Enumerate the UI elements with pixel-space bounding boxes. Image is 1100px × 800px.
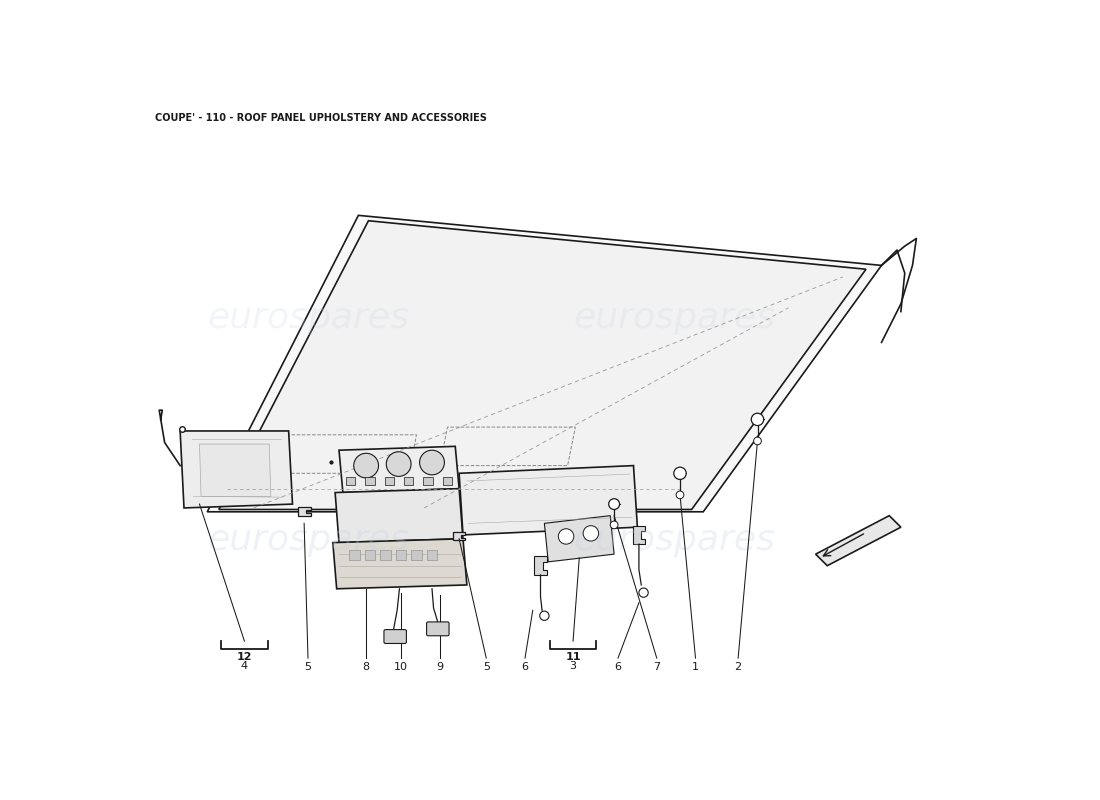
Text: eurospares: eurospares	[573, 522, 776, 557]
Text: 6: 6	[615, 662, 622, 672]
Polygon shape	[453, 533, 465, 541]
Polygon shape	[535, 557, 547, 575]
FancyBboxPatch shape	[427, 622, 449, 636]
Circle shape	[610, 521, 618, 529]
Text: 3: 3	[570, 661, 576, 671]
Text: COUPE' - 110 - ROOF PANEL UPHOLSTERY AND ACCESSORIES: COUPE' - 110 - ROOF PANEL UPHOLSTERY AND…	[154, 113, 486, 123]
Polygon shape	[298, 507, 310, 516]
Polygon shape	[199, 444, 271, 496]
Bar	[346, 477, 355, 485]
Circle shape	[676, 491, 684, 498]
Circle shape	[674, 467, 686, 479]
Bar	[404, 477, 414, 485]
Bar	[443, 477, 452, 485]
Bar	[364, 550, 375, 559]
Circle shape	[419, 450, 444, 475]
Bar	[411, 550, 422, 559]
Text: eurospares: eurospares	[207, 522, 409, 557]
Text: eurospares: eurospares	[573, 301, 776, 334]
Bar	[424, 477, 432, 485]
Text: 2: 2	[735, 662, 741, 672]
Text: 9: 9	[437, 662, 443, 672]
Text: eurospares: eurospares	[207, 301, 409, 334]
Circle shape	[354, 454, 378, 478]
Bar	[396, 550, 406, 559]
Text: 8: 8	[363, 662, 370, 672]
Text: 1: 1	[692, 662, 698, 672]
Text: 5: 5	[305, 662, 311, 672]
Bar	[385, 477, 394, 485]
Circle shape	[639, 588, 648, 598]
Polygon shape	[339, 446, 459, 493]
Text: 12: 12	[236, 652, 252, 662]
Polygon shape	[815, 516, 901, 566]
Bar	[349, 550, 360, 559]
Bar	[427, 550, 438, 559]
Text: 11: 11	[565, 652, 581, 662]
Polygon shape	[459, 466, 637, 535]
Circle shape	[583, 526, 598, 541]
Circle shape	[559, 529, 574, 544]
Polygon shape	[632, 526, 645, 544]
Polygon shape	[333, 538, 466, 589]
Circle shape	[751, 414, 763, 426]
FancyBboxPatch shape	[384, 630, 406, 643]
Polygon shape	[336, 489, 463, 542]
Circle shape	[754, 437, 761, 445]
Text: 5: 5	[483, 662, 490, 672]
Polygon shape	[180, 431, 293, 508]
Polygon shape	[207, 215, 881, 512]
Bar	[365, 477, 375, 485]
Circle shape	[540, 611, 549, 620]
Text: 7: 7	[653, 662, 660, 672]
Polygon shape	[544, 516, 614, 562]
Circle shape	[386, 452, 411, 476]
Bar	[381, 550, 390, 559]
Polygon shape	[219, 221, 866, 510]
Text: 6: 6	[521, 662, 528, 672]
Text: 4: 4	[241, 661, 248, 671]
Text: 10: 10	[394, 662, 408, 672]
Circle shape	[608, 498, 619, 510]
